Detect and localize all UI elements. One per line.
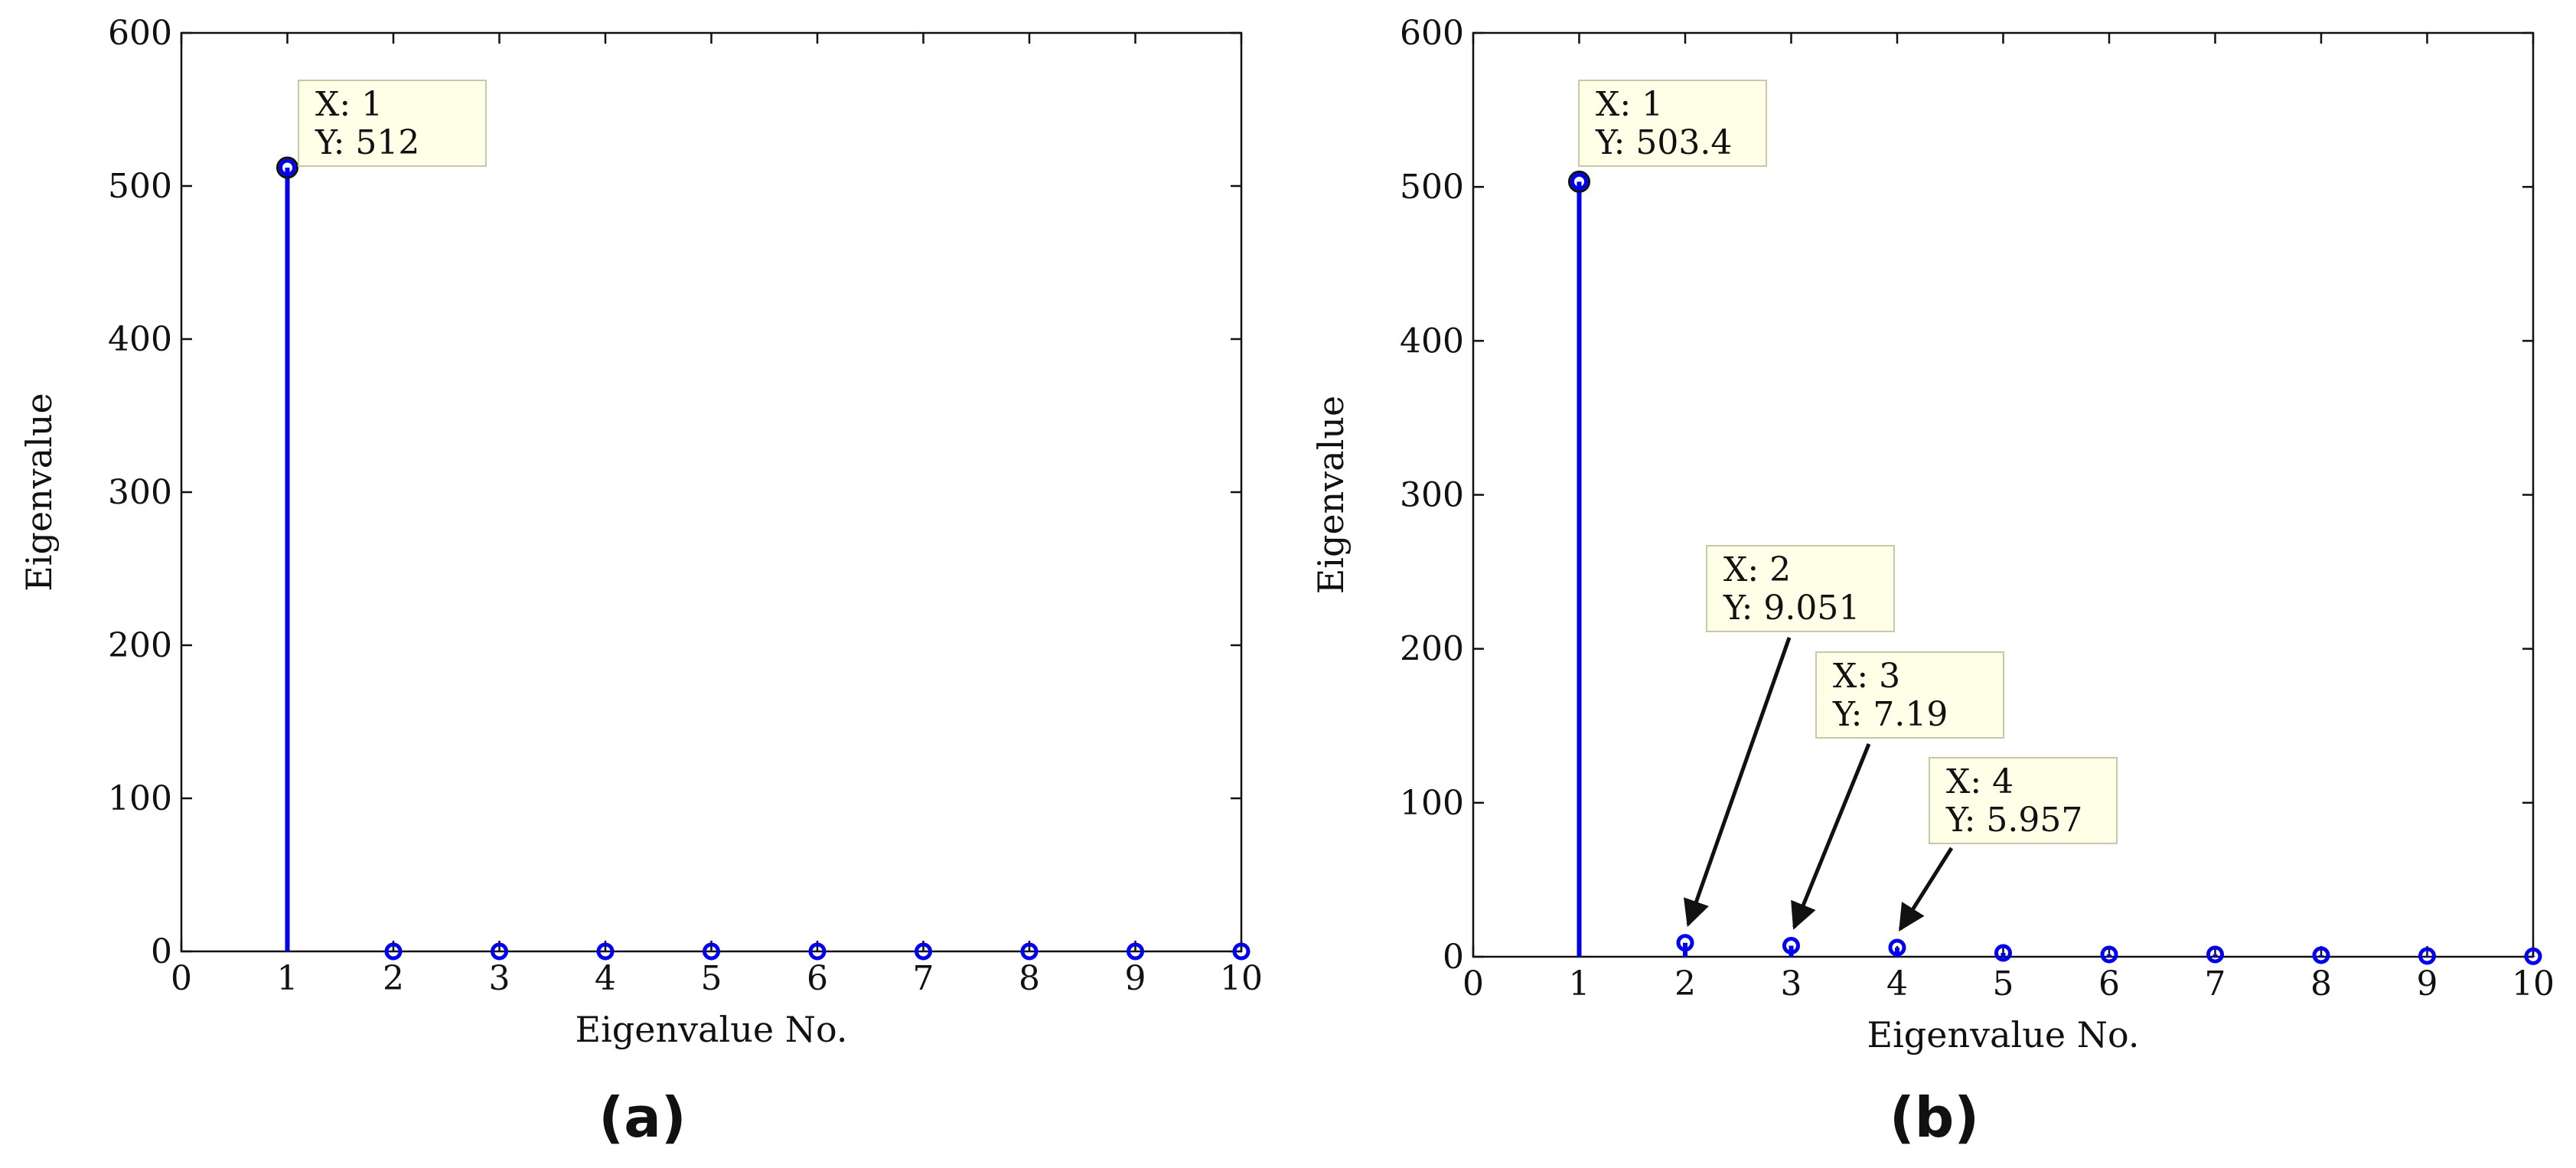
stem-marker [279, 158, 296, 177]
panel-label: (b) [1890, 1085, 1979, 1150]
stem-marker [596, 942, 615, 961]
x-tick-label: 1 [1569, 964, 1590, 1003]
stem-marker [384, 942, 403, 961]
y-tick-label: 600 [1400, 14, 1464, 53]
x-tick-label: 2 [1674, 964, 1696, 1003]
y-tick-label: 100 [1400, 784, 1464, 823]
datatip-x-text: X: 4 [1946, 762, 2014, 801]
y-tick-label: 0 [151, 932, 172, 971]
stem-marker [2524, 947, 2542, 965]
x-tick-label: 1 [277, 959, 298, 998]
y-tick-label: 300 [108, 473, 172, 512]
datatip-anchor [276, 156, 298, 179]
stem-marker [491, 942, 508, 961]
y-tick-label: 500 [108, 167, 172, 206]
datatip-arrow [1683, 637, 1792, 928]
x-tick-label: 8 [1019, 959, 1040, 998]
datatip-x-text: X: 2 [1723, 550, 1791, 589]
datatip-anchor [1568, 170, 1590, 193]
x-tick-label: 4 [1886, 964, 1908, 1003]
x-tick-label: 5 [701, 959, 722, 998]
x-axis-title: Eigenvalue No. [1867, 1014, 2140, 1055]
stem-marker [1127, 942, 1144, 961]
y-tick-label: 400 [1400, 321, 1464, 361]
datatip-box [1578, 80, 1767, 167]
stem-marker [2418, 947, 2436, 965]
x-tick-label: 6 [807, 959, 828, 998]
stem-marker [1232, 942, 1251, 961]
datatip-y-text: Y: 503.4 [1595, 123, 1732, 162]
datatip-arrow [1898, 847, 1954, 931]
y-tick-label: 500 [1400, 168, 1464, 207]
x-tick-label: 10 [1220, 959, 1263, 998]
plot-frame [180, 31, 1243, 953]
stem-marker [703, 942, 720, 961]
stem-marker [1782, 937, 1800, 955]
datatip-arrow [1791, 743, 1871, 930]
datatip-y-text: Y: 5.957 [1945, 801, 2082, 840]
y-axis-title: Eigenvalue [18, 393, 60, 592]
stem-marker [2206, 945, 2224, 964]
stem-marker [808, 942, 827, 961]
y-tick-label: 0 [1443, 938, 1464, 977]
datatip-box [1815, 651, 2004, 739]
stem-marker [1676, 934, 1694, 952]
datatip-y-text: Y: 9.051 [1723, 589, 1860, 628]
datatip-y-text: Y: 512 [315, 123, 419, 162]
chart-panel-a: 0 1 2 3 4 5 6 7 8 9 100100200300400500600Eigenvalu… [18, 14, 1263, 1150]
datatip-box [1706, 545, 1895, 632]
x-tick-label: 2 [383, 959, 404, 998]
datatip-box [1929, 757, 2118, 844]
panel-label: (a) [598, 1085, 686, 1150]
chart-panel-b: 0 1 2 3 4 5 6 7 8 9 100100200300400500600Eigenvalu… [1310, 14, 2555, 1150]
x-tick-label: 3 [489, 959, 510, 998]
y-tick-label: 600 [108, 14, 172, 53]
x-axis-title: Eigenvalue No. [576, 1009, 848, 1050]
x-tick-label: 4 [595, 959, 616, 998]
datatip-x-text: X: 3 [1833, 657, 1900, 696]
x-tick-label: 3 [1781, 964, 1802, 1003]
x-tick-label: 7 [2205, 964, 2226, 1003]
y-tick-label: 200 [1400, 630, 1464, 669]
x-tick-label: 10 [2512, 964, 2555, 1003]
stem-marker [1994, 944, 2012, 962]
stem-marker [915, 942, 932, 961]
x-tick-label: 0 [1462, 964, 1484, 1003]
x-tick-label: 5 [1993, 964, 2014, 1003]
y-axis-title: Eigenvalue [1310, 396, 1352, 595]
stem-marker [1570, 172, 1588, 191]
y-tick-label: 300 [1400, 476, 1464, 515]
x-tick-label: 7 [913, 959, 934, 998]
x-tick-label: 0 [171, 959, 192, 998]
stem-marker [2312, 946, 2330, 964]
stem-marker [1888, 938, 1906, 957]
y-tick-label: 100 [108, 779, 172, 818]
x-tick-label: 9 [1125, 959, 1146, 998]
y-tick-label: 400 [108, 320, 172, 359]
stem-marker [2100, 945, 2118, 964]
datatip-box [298, 80, 487, 167]
x-tick-label: 6 [2098, 964, 2120, 1003]
stem-marker [1020, 942, 1039, 961]
x-tick-label: 9 [2417, 964, 2438, 1003]
datatip-x-text: X: 1 [315, 85, 383, 124]
y-tick-label: 200 [108, 626, 172, 665]
datatip-x-text: X: 1 [1596, 85, 1663, 124]
datatip-y-text: Y: 7.19 [1832, 695, 1948, 734]
x-tick-label: 8 [2310, 964, 2332, 1003]
